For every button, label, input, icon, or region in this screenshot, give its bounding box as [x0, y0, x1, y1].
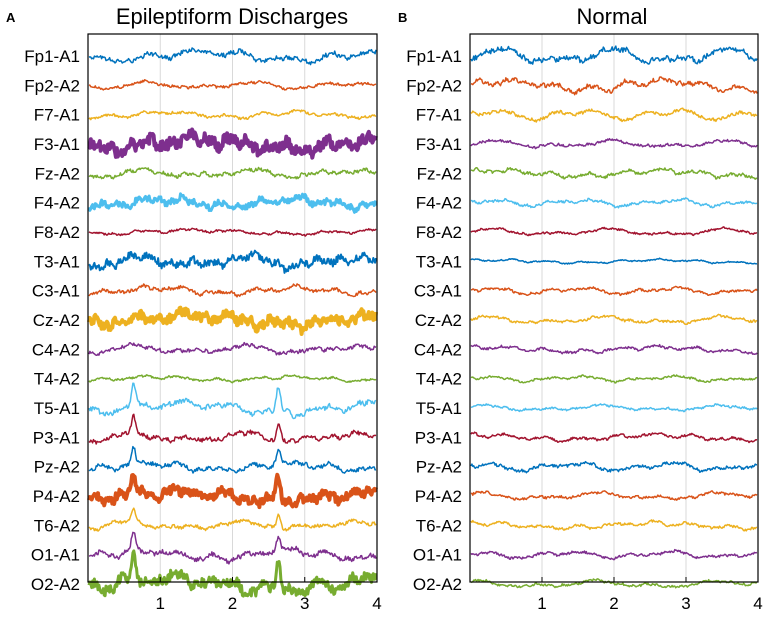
trace-c4-a2 — [88, 341, 377, 356]
trace-f4-a2 — [87, 192, 378, 214]
channel-label-p3-a1: P3-A1 — [415, 428, 462, 447]
channel-label-fp2-a2: Fp2-A2 — [24, 76, 80, 95]
trace-p4-a2 — [470, 490, 758, 501]
channel-label-t3-a1: T3-A1 — [416, 252, 462, 271]
channel-label-f7-a1: F7-A1 — [416, 106, 462, 125]
trace-f3-a1 — [470, 137, 758, 150]
trace-t5-a1 — [88, 382, 377, 420]
trace-fp1-a1 — [470, 45, 758, 65]
panel-b-normal: B Normal Fp1-A1 Fp2-A2 F7-A1 F3-A1 Fz-A2 F4-A… — [398, 4, 763, 613]
channel-label-f8-a2: F8-A2 — [34, 223, 80, 242]
trace-cz-a2 — [87, 305, 378, 336]
trace-fz-a2 — [470, 166, 758, 180]
trace-c3-a1 — [471, 285, 758, 297]
channel-label-pz-a2: Pz-A2 — [416, 458, 462, 477]
trace-t4-a2 — [88, 374, 377, 384]
trace-fz-a2 — [88, 166, 377, 180]
trace-t5-a1 — [470, 403, 758, 413]
channel-label-p4-a2: P4-A2 — [415, 487, 462, 506]
trace-c4-a2 — [470, 343, 758, 356]
panel-a-epileptiform: A Epileptiform Discharges Fp1-A1 Fp2-A2 F7… — [6, 4, 382, 613]
trace-t3-a1 — [470, 257, 758, 265]
channel-label-fz-a2: Fz-A2 — [417, 164, 462, 183]
trace-f3-a1 — [87, 127, 378, 160]
trace-o1-a1 — [88, 531, 377, 565]
trace-f7-a1 — [88, 108, 377, 121]
panel-title-a: Epileptiform Discharges — [116, 4, 348, 29]
x-tick-label-2: 2 — [228, 594, 237, 613]
trace-pz-a2 — [88, 445, 377, 474]
trace-t4-a2 — [470, 374, 758, 384]
channel-label-fp2-a2: Fp2-A2 — [406, 76, 462, 95]
trace-o1-a1 — [470, 548, 758, 561]
channel-label-p4-a2: P4-A2 — [33, 487, 80, 506]
trace-c3-a1 — [88, 283, 377, 298]
channel-label-fz-a2: Fz-A2 — [35, 164, 80, 183]
trace-p3-a1 — [88, 413, 377, 445]
trace-fp2-a2 — [470, 76, 758, 96]
channel-label-t5-a1: T5-A1 — [416, 399, 462, 418]
trace-fp2-a2 — [88, 79, 377, 91]
trace-o2-a2 — [470, 578, 757, 589]
channel-label-cz-a2: Cz-A2 — [415, 311, 462, 330]
trace-f8-a2 — [88, 227, 377, 237]
x-tick-label-4: 4 — [372, 594, 381, 613]
channel-label-t3-a1: T3-A1 — [34, 252, 80, 271]
channel-label-fp1-a1: Fp1-A1 — [24, 47, 80, 66]
channel-label-o2-a2: O2-A2 — [413, 575, 462, 594]
trace-t6-a2 — [88, 507, 377, 532]
channel-label-t6-a2: T6-A2 — [34, 516, 80, 535]
channel-label-t4-a2: T4-A2 — [416, 370, 462, 389]
trace-t6-a2 — [470, 519, 758, 532]
channel-label-f3-a1: F3-A1 — [416, 135, 462, 154]
channel-label-o1-a1: O1-A1 — [31, 546, 80, 565]
channel-label-c4-a2: C4-A2 — [32, 340, 80, 359]
channel-label-o1-a1: O1-A1 — [413, 546, 462, 565]
channel-label-f4-a2: F4-A2 — [34, 194, 80, 213]
trace-p3-a1 — [470, 431, 758, 444]
channel-label-o2-a2: O2-A2 — [31, 575, 80, 594]
channel-label-t4-a2: T4-A2 — [34, 370, 80, 389]
trace-f7-a1 — [470, 107, 758, 123]
x-tick-label-1: 1 — [537, 594, 546, 613]
channel-label-c3-a1: C3-A1 — [414, 282, 462, 301]
channel-label-pz-a2: Pz-A2 — [34, 458, 80, 477]
trace-p4-a2 — [87, 472, 378, 510]
trace-fp1-a1 — [88, 47, 377, 66]
x-tick-label-4: 4 — [753, 594, 762, 613]
channel-label-f4-a2: F4-A2 — [416, 194, 462, 213]
channel-label-fp1-a1: Fp1-A1 — [406, 47, 462, 66]
panel-letter-a: A — [6, 10, 16, 25]
channel-label-c4-a2: C4-A2 — [414, 340, 462, 359]
channel-label-f3-a1: F3-A1 — [34, 135, 80, 154]
trace-pz-a2 — [470, 460, 758, 474]
panel-letter-b: B — [398, 10, 407, 25]
trace-f8-a2 — [470, 226, 758, 237]
channel-label-t6-a2: T6-A2 — [416, 516, 462, 535]
channel-label-p3-a1: P3-A1 — [33, 428, 80, 447]
trace-cz-a2 — [470, 313, 758, 326]
channel-label-f8-a2: F8-A2 — [416, 223, 462, 242]
x-tick-label-2: 2 — [609, 594, 618, 613]
panel-title-b: Normal — [577, 4, 648, 29]
trace-f4-a2 — [470, 197, 758, 209]
channel-label-c3-a1: C3-A1 — [32, 282, 80, 301]
x-tick-label-1: 1 — [156, 594, 165, 613]
channel-label-f7-a1: F7-A1 — [34, 106, 80, 125]
x-tick-label-3: 3 — [300, 594, 309, 613]
channel-label-t5-a1: T5-A1 — [34, 399, 80, 418]
x-tick-label-3: 3 — [681, 594, 690, 613]
trace-t3-a1 — [88, 249, 377, 274]
channel-label-cz-a2: Cz-A2 — [33, 311, 80, 330]
